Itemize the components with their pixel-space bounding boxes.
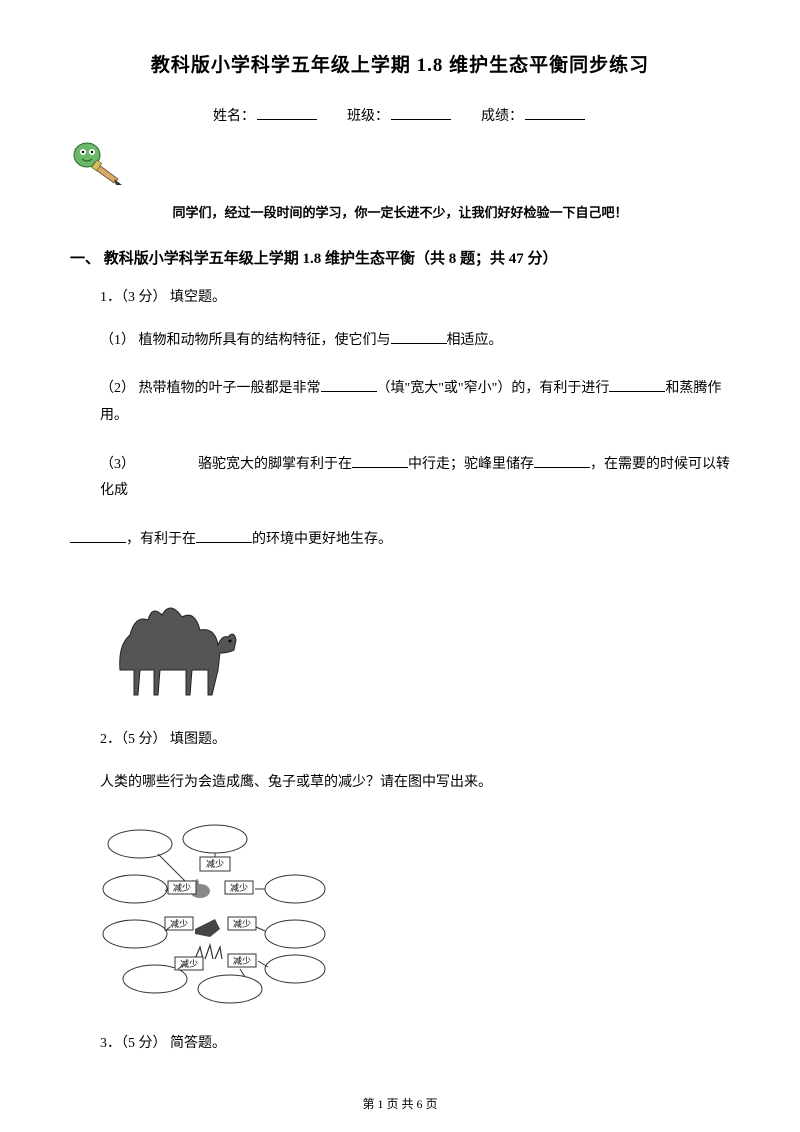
q1-sub1: （1） 植物和动物所具有的结构特征，使它们与 相适应。 <box>100 328 730 355</box>
svg-text:减少: 减少 <box>233 955 251 966</box>
pencil-illustration <box>70 137 730 192</box>
svg-text:减少: 减少 <box>233 918 251 929</box>
q1-s3-blank4[interactable] <box>196 528 252 543</box>
q2-stem: 2．（5 分） 填图题。 <box>100 728 730 752</box>
score-label: 成绩： <box>481 109 523 124</box>
q1-s1-a: （1） 植物和动物所具有的结构特征，使它们与 <box>100 333 391 348</box>
q1-s3-e: 的环境中更好地生存。 <box>252 532 392 547</box>
pencil-icon <box>70 137 130 187</box>
svg-text:减少: 减少 <box>170 918 188 929</box>
q1-s3-blank3[interactable] <box>70 528 126 543</box>
q1-s2-blank1[interactable] <box>321 377 377 392</box>
q1-stem: 1．（3 分） 填空题。 <box>100 286 730 310</box>
page-footer: 第 1 页 共 6 页 <box>0 1095 800 1112</box>
name-label: 姓名： <box>213 109 255 124</box>
svg-text:减少: 减少 <box>173 882 191 893</box>
svg-text:减少: 减少 <box>230 882 248 893</box>
q1-s1-blank[interactable] <box>391 329 447 344</box>
score-blank[interactable] <box>525 105 585 120</box>
q2-body: 人类的哪些行为会造成鹰、兔子或草的减少？请在图中写出来。 <box>100 770 730 797</box>
camel-image <box>100 575 730 710</box>
diagram-icon: 减少 减少 减少 减少 减少 减少 减少 <box>100 819 330 1009</box>
worksheet-page: 教科版小学科学五年级上学期 1.8 维护生态平衡同步练习 姓名： 班级： 成绩：… <box>0 0 800 1132</box>
page-title: 教科版小学科学五年级上学期 1.8 维护生态平衡同步练习 <box>70 50 730 77</box>
q1-s1-b: 相适应。 <box>447 333 503 348</box>
q3-stem: 3．（5 分） 简答题。 <box>100 1032 730 1056</box>
q1-s2-blank2[interactable] <box>609 377 665 392</box>
name-blank[interactable] <box>257 105 317 120</box>
q1-s3-a: （3） 骆驼宽大的脚掌有利于在 <box>100 457 352 472</box>
class-blank[interactable] <box>391 105 451 120</box>
q1-sub3: （3） 骆驼宽大的脚掌有利于在中行走；驼峰里储存，在需要的时候可以转化成 <box>100 452 730 505</box>
q1-s3-d: ，有利于在 <box>126 532 196 547</box>
q1-s2-a: （2） 热带植物的叶子一般都是非常 <box>100 381 321 396</box>
q1-s3-blank1[interactable] <box>352 453 408 468</box>
class-label: 班级： <box>347 109 389 124</box>
q1-s2-b: （填"宽大"或"窄小"）的，有利于进行 <box>377 381 610 396</box>
q1-sub2: （2） 热带植物的叶子一般都是非常（填"宽大"或"窄小"）的，有利于进行和蒸腾作… <box>100 376 730 429</box>
q1-s3-b: 中行走；驼峰里储存 <box>408 457 534 472</box>
q1-sub3-cont: ，有利于在 的环境中更好地生存。 <box>70 527 730 554</box>
encouragement-text: 同学们，经过一段时间的学习，你一定长进不少，让我们好好检验一下自己吧！ <box>70 202 730 221</box>
section-1-title: 一、 教科版小学科学五年级上学期 1.8 维护生态平衡（共 8 题；共 47 分… <box>70 247 730 268</box>
ecology-diagram: 减少 减少 减少 减少 减少 减少 减少 <box>70 819 730 1032</box>
svg-text:减少: 减少 <box>180 958 198 969</box>
q1-s3-blank2[interactable] <box>534 453 590 468</box>
camel-icon <box>100 575 250 705</box>
student-info-line: 姓名： 班级： 成绩： <box>70 105 730 125</box>
svg-text:减少: 减少 <box>206 858 224 869</box>
